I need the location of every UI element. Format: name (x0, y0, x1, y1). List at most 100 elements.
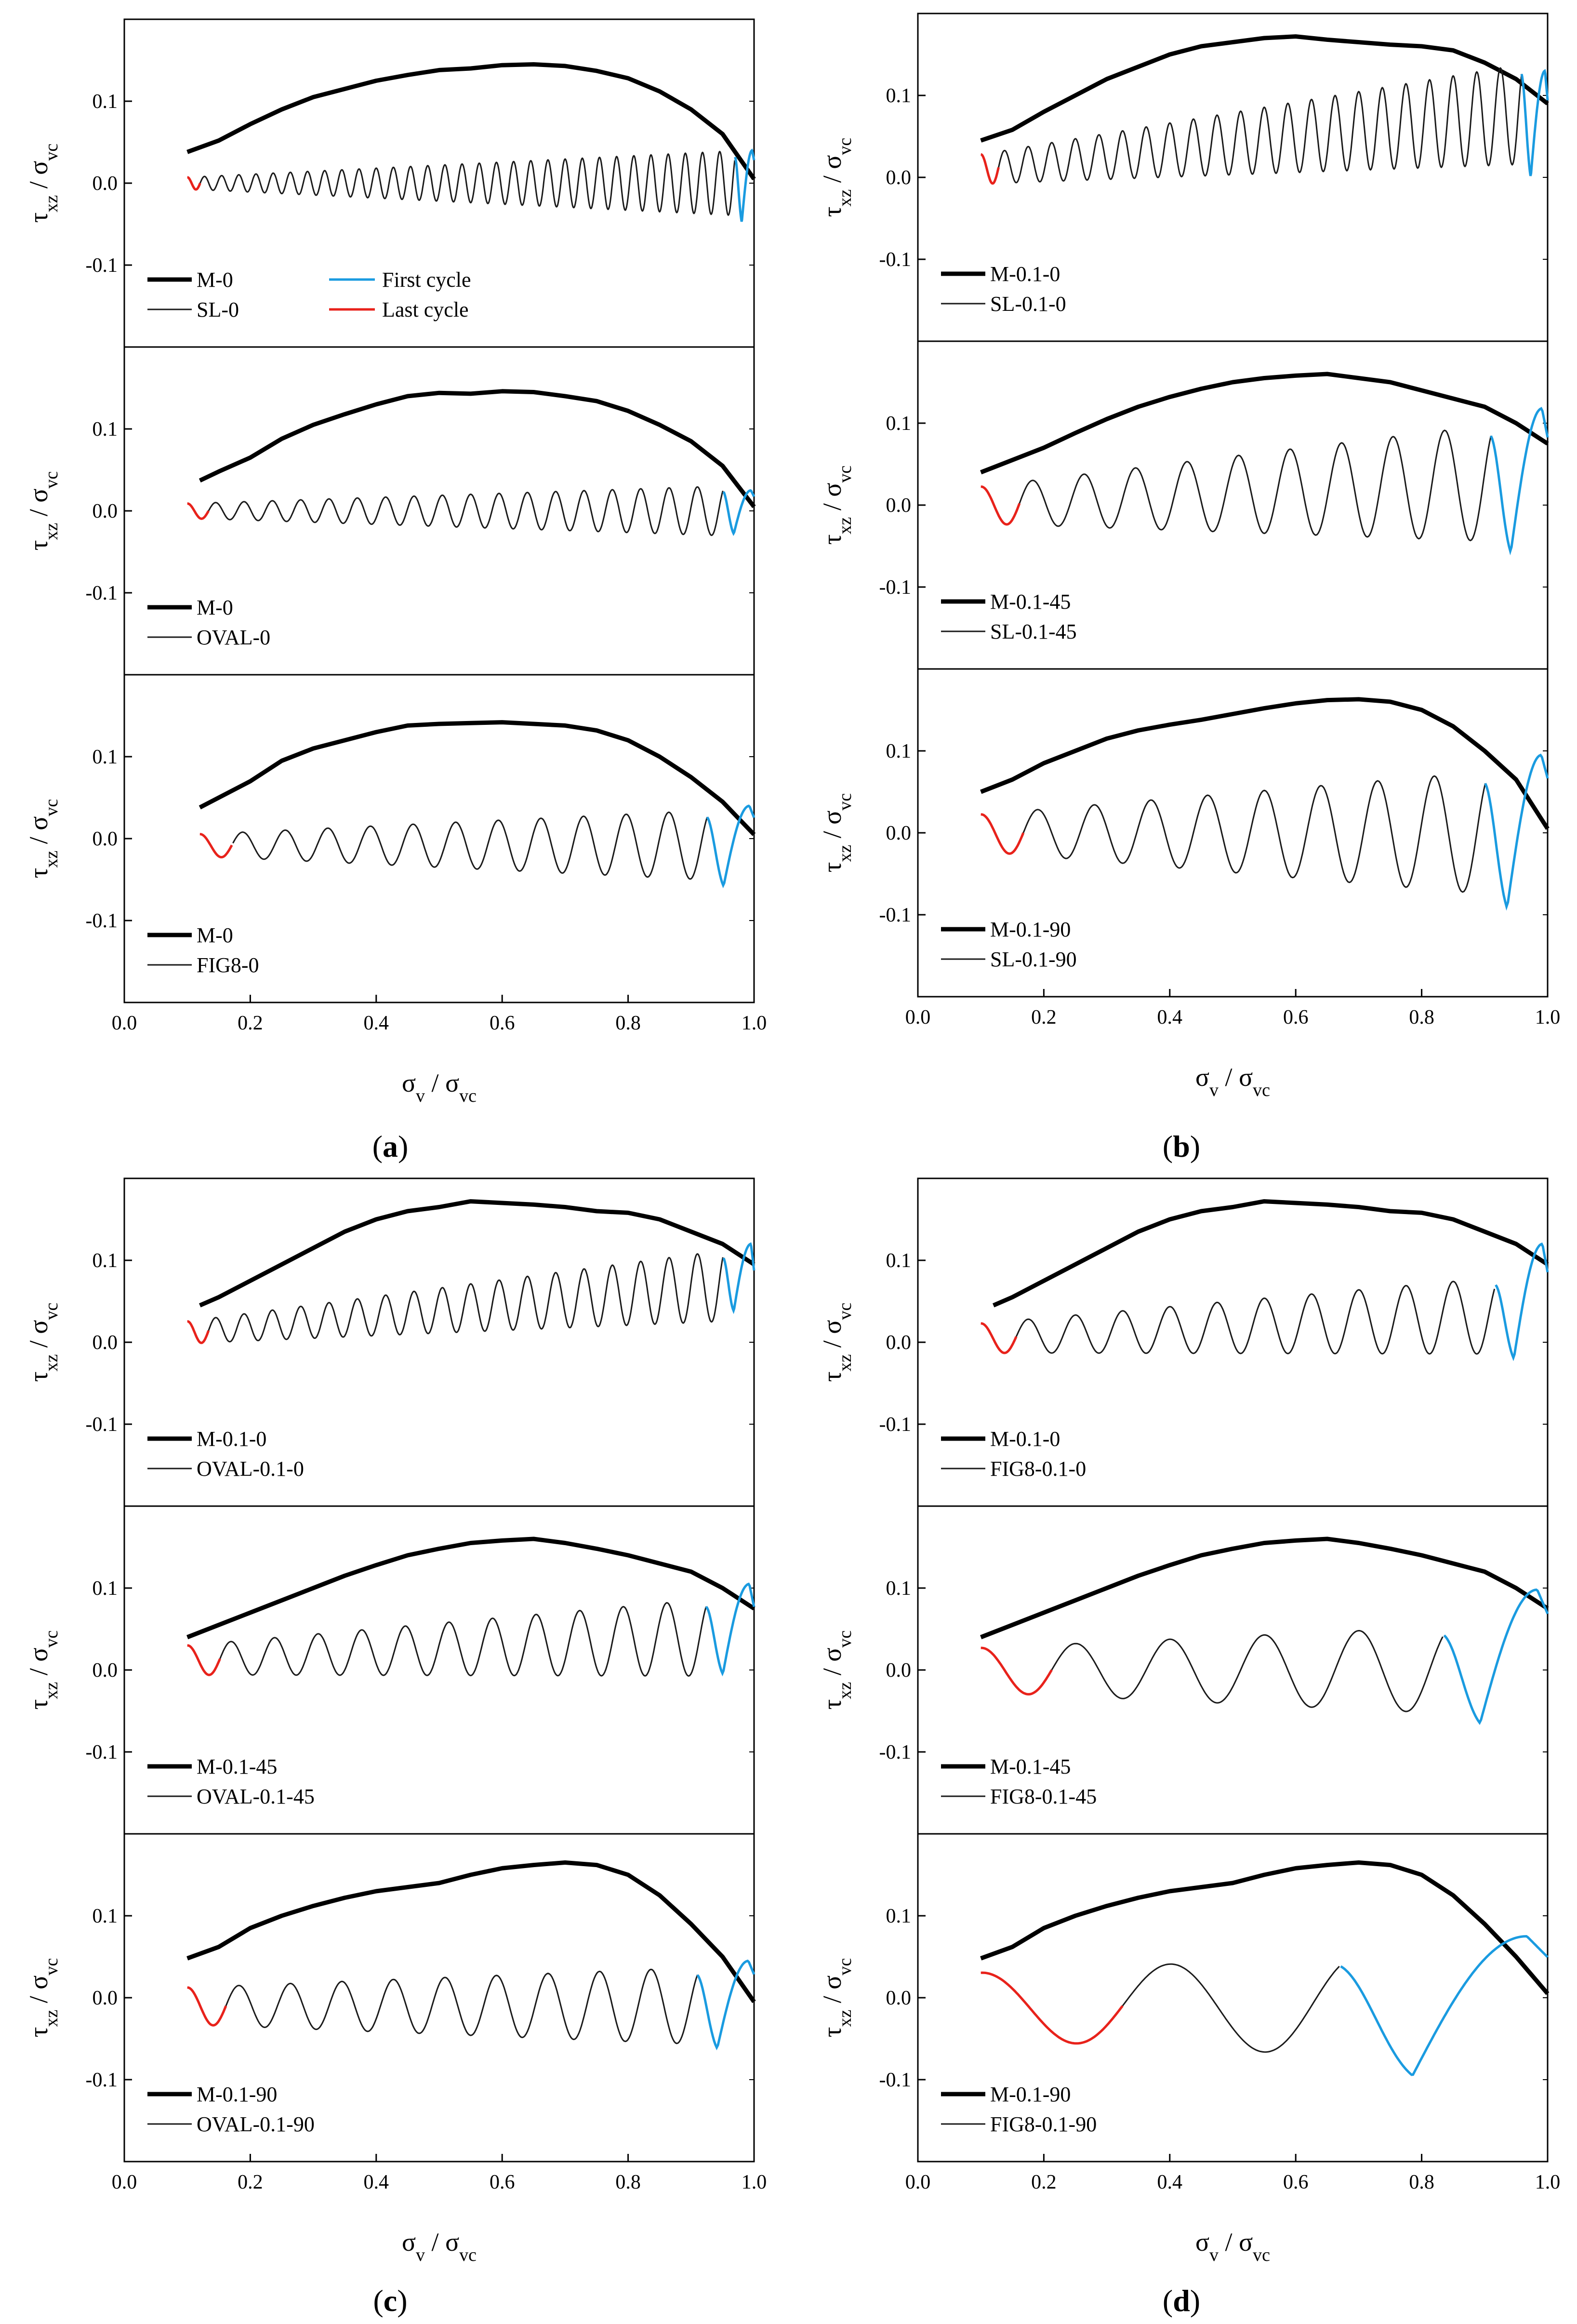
x-tick-label: 0.0 (112, 1012, 137, 1034)
legend-label-last-cycle: Last cycle (382, 298, 469, 321)
legend-label-cyclic: OVAL-0 (197, 626, 270, 649)
y-tick-label: 0.0 (93, 1987, 118, 2009)
y-tick-label: 0.1 (886, 413, 912, 435)
cyclic-curve (1051, 1629, 1444, 1712)
panel-c-0: 0.1 0.0 -0.1 τxz / σvc M-0.1-0 OVAL-0.1-0 (24, 1177, 755, 1507)
last-cycle-curve (187, 1320, 210, 1344)
legend-label-cyclic: FIG8-0.1-45 (990, 1785, 1097, 1808)
panel-a-0: 0.1 0.0 -0.1 τxz / σvc M-0 SL-0 First cycle Las… (24, 18, 756, 348)
cyclic-curve (225, 1968, 698, 2044)
panels-layer: 0.1 0.0 -0.1 τxz / σvc M-0 SL-0 First cycle Las… (24, 13, 1560, 2265)
x-tick-label: 0.6 (1283, 2171, 1309, 2193)
y-axis-label: τxz / σvc (818, 1630, 855, 1710)
y-tick-label: -0.1 (86, 254, 118, 277)
panel-d-0: 0.1 0.0 -0.1 τxz / σvc M-0.1-0 FIG8-0.1-0 (818, 1177, 1549, 1507)
x-axis-label: σv / σvc (1195, 1063, 1270, 1100)
monotonic-curve (993, 1199, 1549, 1308)
x-tick-label: 0.0 (112, 2171, 137, 2193)
panel-d-1: 0.1 0.0 -0.1 τxz / σvc M-0.1-45 FIG8-0.1-45 (818, 1505, 1549, 1835)
y-tick-label: 0.1 (886, 85, 912, 107)
y-axis-label: τxz / σvc (24, 1630, 62, 1710)
y-tick-label: 0.0 (93, 1659, 118, 1682)
y-axis-label: τxz / σvc (818, 138, 855, 217)
x-tick-label: 0.6 (1283, 1006, 1309, 1028)
y-tick-label: -0.1 (879, 576, 912, 599)
legend-label-cyclic: SL-0.1-0 (990, 292, 1066, 316)
panel-d-2: 0.1 0.0 -0.1 τxz / σvc M-0.1-90 FIG8-0.1-90 0.… (818, 1833, 1560, 2265)
x-tick-label: 0.2 (1031, 1006, 1057, 1028)
first-cycle-curve (706, 804, 755, 888)
cyclic-curve (1019, 429, 1492, 542)
last-cycle-curve (981, 153, 1000, 185)
y-axis-label: τxz / σvc (24, 1958, 62, 2038)
x-tick-label: 0.4 (364, 1012, 389, 1034)
monotonic-curve (980, 1536, 1549, 1640)
panel-b-2: 0.1 0.0 -0.1 τxz / σvc M-0.1-90 SL-0.1-90 0.0 0… (818, 668, 1561, 1100)
y-tick-label: -0.1 (86, 2069, 118, 2091)
legend-label-monotonic: M-0.1-0 (197, 1427, 266, 1451)
caption-b: (b) (1163, 1129, 1200, 1163)
legend-label-monotonic: M-0.1-90 (990, 918, 1071, 941)
y-tick-label: 0.1 (93, 91, 118, 113)
legend-label-monotonic: M-0.1-0 (990, 262, 1060, 286)
y-tick-label: 0.0 (93, 173, 118, 195)
panel-a-2: 0.1 0.0 -0.1 τxz / σvc M-0 FIG8-0 0.0 0.2 0.4 0.6… (24, 674, 767, 1106)
x-tick-label: 0.6 (490, 1012, 515, 1034)
y-tick-label: 0.1 (886, 740, 912, 762)
legend-label-monotonic: M-0.1-45 (990, 590, 1071, 614)
cyclic-curve (1122, 1963, 1340, 2053)
monotonic-curve (980, 34, 1549, 143)
y-tick-label: 0.1 (886, 1905, 912, 1927)
x-tick-label: 0.0 (905, 1006, 931, 1028)
y-tick-label: -0.1 (86, 1414, 118, 1436)
y-tick-label: -0.1 (879, 904, 912, 926)
x-tick-label: 1.0 (1535, 1006, 1561, 1028)
legend-label-monotonic: M-0.1-0 (990, 1427, 1060, 1451)
legend-label-monotonic: M-0.1-45 (197, 1755, 277, 1778)
y-tick-label: -0.1 (86, 1741, 118, 1763)
last-cycle-curve (187, 502, 210, 520)
x-axis-label: σv / σvc (402, 2228, 477, 2265)
y-tick-label: 0.0 (886, 1332, 912, 1354)
x-axis-label: σv / σvc (1195, 2228, 1270, 2265)
cyclic-curve (199, 150, 736, 216)
y-axis-label: τxz / σvc (818, 466, 855, 545)
captions-layer: (a) (b) (c) (d) (372, 1129, 1200, 2318)
x-tick-label: 0.8 (1409, 2171, 1434, 2193)
x-tick-label: 0.2 (238, 2171, 263, 2193)
y-axis-label: τxz / σvc (818, 793, 855, 873)
y-tick-label: 0.1 (93, 746, 118, 768)
x-tick-label: 0.8 (1409, 1006, 1434, 1028)
monotonic-curve (980, 372, 1549, 475)
panel-a-1: 0.1 0.0 -0.1 τxz / σvc M-0 OVAL-0 (24, 346, 756, 676)
y-tick-label: 0.0 (93, 1332, 118, 1354)
monotonic-curve (199, 389, 756, 508)
first-cycle-curve (705, 1582, 755, 1677)
legend-label-monotonic: M-0.1-90 (197, 2083, 277, 2106)
first-cycle-curve (1495, 1242, 1549, 1362)
first-cycle-curve (1520, 68, 1549, 176)
y-tick-label: -0.1 (86, 910, 118, 932)
legend-label-cyclic: OVAL-0.1-45 (197, 1785, 315, 1808)
caption-c: (c) (373, 2284, 407, 2318)
y-tick-label: 0.0 (93, 828, 118, 850)
x-tick-label: 0.6 (490, 2171, 515, 2193)
cyclic-curve (208, 1253, 724, 1343)
panel-c-1: 0.1 0.0 -0.1 τxz / σvc M-0.1-45 OVAL-0.1-45 (24, 1505, 755, 1835)
cyclic-curve (208, 486, 724, 536)
last-cycle-curve (981, 1971, 1124, 2045)
y-axis-label: τxz / σvc (818, 1303, 855, 1382)
first-cycle-curve (1490, 407, 1549, 556)
first-cycle-curve (1443, 1588, 1549, 1725)
monotonic-curve (199, 720, 756, 836)
cyclic-curve (232, 811, 708, 880)
last-cycle-curve (981, 1646, 1053, 1696)
y-tick-label: 0.0 (886, 167, 912, 189)
y-axis-label: τxz / σvc (24, 799, 62, 879)
last-cycle-curve (981, 485, 1021, 526)
y-tick-label: 0.0 (886, 1659, 912, 1682)
y-axis-label: τxz / σvc (818, 1958, 855, 2038)
monotonic-curve (980, 1860, 1550, 1995)
y-tick-label: 0.1 (886, 1577, 912, 1600)
y-axis-label: τxz / σvc (24, 471, 62, 551)
